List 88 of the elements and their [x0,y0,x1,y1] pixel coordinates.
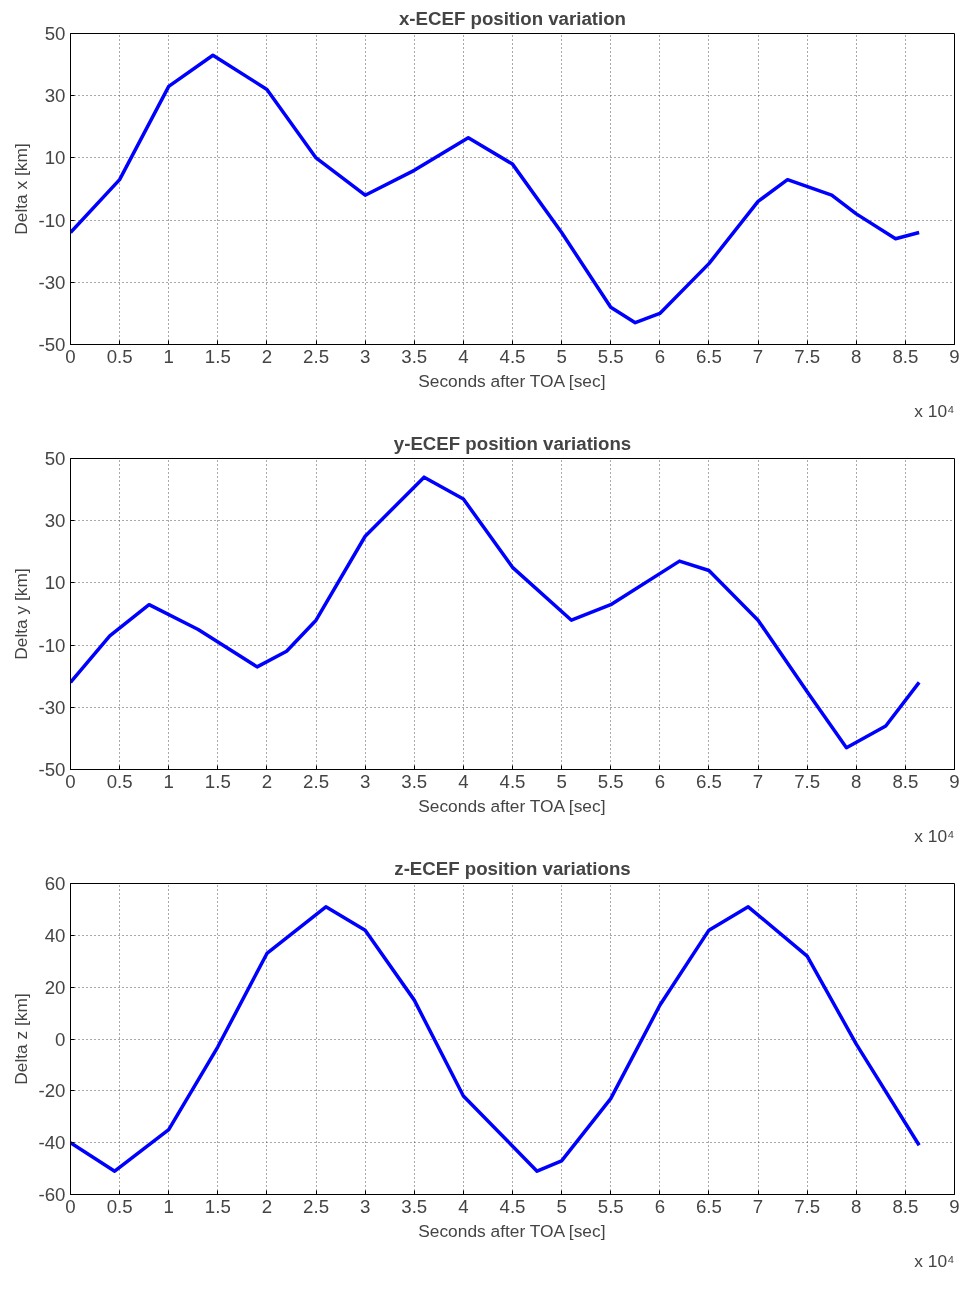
x-tick-label: 3.5 [401,1195,428,1217]
x-tick-label: 5.5 [597,1195,624,1217]
x-axis-title: Seconds after TOA [sec] [418,795,606,816]
x-tick-label: 6.5 [695,345,722,367]
y-tick-label: -10 [38,634,66,656]
x-tick-label: 6 [654,770,666,792]
x-tick-label: 3 [359,770,371,792]
x-tick-label: 2.5 [303,770,330,792]
y-tick-label: -20 [38,1080,66,1102]
x-tick-label: 2 [261,345,273,367]
x-tick-label: 8.5 [892,345,919,367]
x-tick-label: 2 [261,1195,273,1217]
y-tick-label: 50 [44,23,66,44]
x-tick-label: 0.5 [106,1195,133,1217]
text: x 10⁴ [914,825,955,846]
x-tick-label: 1 [163,345,174,367]
x-tick-label: 1.5 [204,770,231,792]
y-axis-title: Delta y [km] [10,568,31,660]
x-tick-label: 7 [752,770,764,792]
x-tick-label: 4 [458,770,469,792]
x-tick-label: 9 [949,1195,960,1217]
y-tick-label: 30 [44,85,66,107]
x-tick-label: 2.5 [303,345,330,367]
x-tick-label: 2.5 [303,1195,330,1217]
y-tick-label: 40 [44,924,66,946]
x-tick-label: 7.5 [794,770,821,792]
x-tick-label: 4.5 [499,345,526,367]
line-series [70,475,921,750]
x-tick-label: 1 [163,1195,174,1217]
x-tick-label: 8 [851,345,862,367]
x-tick-label: 4 [458,345,469,367]
x-tick-label: 4.5 [499,770,526,792]
x-tick-label: 8.5 [892,770,919,792]
y-tick-label: 30 [44,510,66,532]
x-tick-label: 4.5 [499,1195,526,1217]
x-tick-label: 9 [949,345,960,367]
text: x 10⁴ [914,400,955,421]
x-tick-label: 7.5 [794,345,821,367]
x-tick-label: 1.5 [204,1195,231,1217]
x-tick-label: 6 [654,345,666,367]
y-tick-label: -40 [38,1132,66,1154]
x-tick-label: 5 [556,770,567,792]
x-tick-label: 3.5 [401,770,428,792]
x-tick-label: 5.5 [597,345,624,367]
y-tick-label: 10 [44,147,66,169]
y-tick-label: -10 [38,209,66,231]
y-tick-label: 50 [44,448,66,469]
x-tick-label: 2 [261,770,273,792]
chart-title: y-ECEF position variations [393,432,632,454]
x-tick-label: 0.5 [106,345,133,367]
x-tick-label: 5 [556,345,567,367]
x-tick-label: 6.5 [695,1195,722,1217]
chart-title: x-ECEF position variation [399,7,627,29]
x-tick-label: 6.5 [695,770,722,792]
x-tick-label: 7.5 [794,1195,821,1217]
x-tick-label: 0.5 [106,770,133,792]
y-tick-label: 20 [44,976,66,998]
x-axis-title: Seconds after TOA [sec] [418,370,606,391]
x-tick-label: 7 [752,345,764,367]
y-tick-label: -30 [38,271,66,293]
y-tick-label: 60 [44,873,66,894]
y-axis-title: Delta x [km] [10,143,31,235]
text: x 10⁴ [914,1250,955,1271]
y-tick-label: -30 [38,696,66,718]
x-tick-label: 6 [654,1195,666,1217]
x-tick-label: 8 [851,1195,862,1217]
x-tick-label: 5 [556,1195,567,1217]
x-tick-label: 4 [458,1195,469,1217]
y-tick-label: -50 [38,759,66,780]
x-tick-label: 8 [851,770,862,792]
x-tick-label: 1.5 [204,345,231,367]
x-tick-label: 3.5 [401,345,428,367]
y-tick-label: -60 [38,1184,66,1205]
y-tick-label: 0 [55,1028,66,1050]
x-tick-label: 9 [949,770,960,792]
y-tick-label: -50 [38,334,66,355]
y-axis-title: Delta z [km] [10,993,31,1085]
x-tick-label: 1 [163,770,174,792]
chart-title: z-ECEF position variations [394,857,631,879]
y-tick-label: 10 [44,572,66,594]
x-tick-label: 7 [752,1195,764,1217]
x-tick-label: 3 [359,345,371,367]
x-tick-label: 3 [359,1195,371,1217]
x-tick-label: 5.5 [597,770,624,792]
x-axis-title: Seconds after TOA [sec] [418,1220,606,1241]
x-tick-label: 8.5 [892,1195,919,1217]
line-series [70,53,921,325]
line-series [70,905,921,1173]
